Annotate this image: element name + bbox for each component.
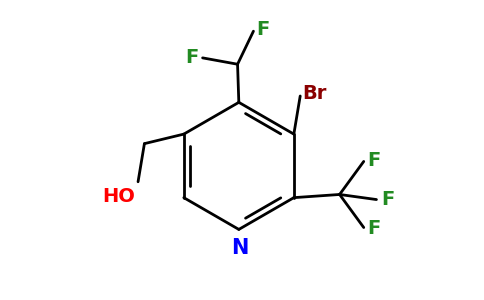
- Text: N: N: [231, 238, 249, 258]
- Text: F: F: [381, 190, 395, 209]
- Text: F: F: [367, 151, 381, 170]
- Text: Br: Br: [302, 84, 327, 103]
- Text: F: F: [257, 20, 270, 39]
- Text: F: F: [367, 219, 381, 238]
- Text: F: F: [185, 48, 199, 68]
- Text: HO: HO: [102, 187, 135, 206]
